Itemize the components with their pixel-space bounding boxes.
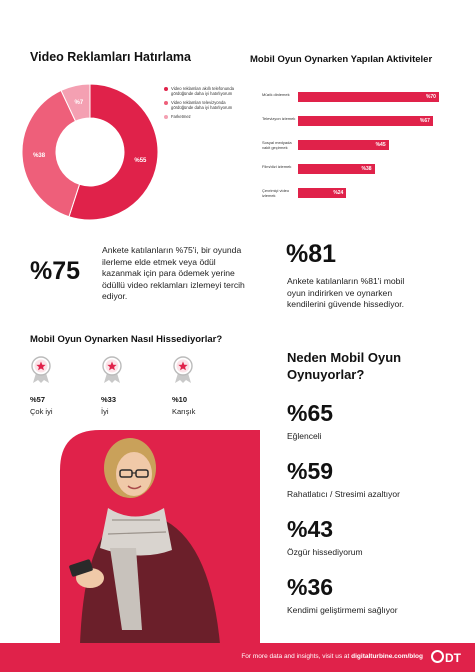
bar-value-label: %45 [375, 141, 386, 148]
dt-logo-text: DT [445, 651, 461, 665]
legend-label: Video reklamları televizyonda gördüğünde… [171, 100, 233, 110]
stat-75-text: Ankete katılanların %75'i, bir oyunda il… [102, 245, 245, 301]
feeling-label: Çok iyi [30, 407, 53, 416]
dt-logo-circle-icon [431, 650, 444, 663]
bar-category-label: Müzik dinlemek [262, 92, 290, 97]
reason-value: %65 [287, 400, 334, 426]
legend-entry: Video reklamları akıllı telefonunda görd… [164, 86, 240, 96]
reason-value: %59 [287, 458, 334, 484]
feeling-label: Karışık [172, 407, 196, 416]
legend-swatch [164, 101, 168, 105]
bar-category-label: Film/dizi izlemek [262, 164, 292, 169]
stat-75-value: %75 [30, 257, 81, 285]
legend-entry: Video reklamları televizyonda gördüğünde… [164, 100, 240, 110]
donut-chart: %55 %38 %7 [21, 83, 159, 221]
bar: %45 [298, 140, 389, 150]
footer-caption: For more data and insights, visit us at [241, 653, 352, 660]
reason-value: %43 [287, 516, 334, 542]
bar: %70 [298, 92, 439, 102]
award-badge-icon [173, 356, 193, 383]
bar-category-label: Sosyal medyada vakit geçirmek [262, 140, 292, 150]
bar-value-label: %70 [425, 93, 436, 100]
reason-value: %36 [287, 574, 334, 600]
reasons-title: Neden Mobil Oyun Oynuyorlar? [287, 350, 402, 382]
feeling-value: %57 [30, 395, 46, 404]
legend-label: Farketmez [171, 114, 191, 119]
dt-logo: DT [431, 650, 461, 665]
reason-label: Özgür hissediyorum [287, 547, 363, 557]
footer-link[interactable]: digitalturbine.com/blog [351, 653, 423, 660]
feelings-title: Mobil Oyun Oynarken Nasıl Hissediyorlar? [30, 334, 223, 345]
bar: %24 [298, 188, 347, 198]
bar-category-label: Çevrimiçi video izlemek [262, 188, 290, 198]
bar-value-label: %24 [333, 189, 344, 196]
bar-value-label: %67 [419, 117, 430, 124]
award-badge-icon [31, 356, 51, 383]
legend-label: Video reklamları akıllı telefonunda görd… [171, 86, 235, 96]
bar: %67 [298, 116, 433, 126]
feeling-item: %57 Çok iyi [30, 356, 100, 416]
woman-with-phone-illustration [60, 430, 260, 644]
award-badge-icon [102, 356, 122, 383]
feeling-label: İyi [101, 407, 109, 416]
stat-81-value: %81 [286, 240, 337, 268]
feeling-value: %10 [172, 395, 188, 404]
bar-row: Televizyon izlemek %67 [242, 116, 447, 138]
legend-swatch [164, 87, 168, 91]
feeling-value: %33 [101, 395, 117, 404]
pie-slice-label: %7 [75, 100, 84, 106]
stat-81-text: Ankete katılanların %81'i mobil oyun ind… [287, 276, 405, 309]
reason-label: Eğlenceli [287, 431, 322, 441]
bar-row: Çevrimiçi video izlemek %24 [242, 188, 447, 210]
legend-entry: Farketmez [164, 114, 240, 119]
pie-slice [60, 83, 91, 122]
feeling-item: %10 Karışık [172, 356, 242, 416]
footer-text: For more data and insights, visit us at … [241, 653, 423, 660]
bar-chart-title: Mobil Oyun Oynarken Yapılan Aktiviteler [250, 54, 433, 65]
bar-row: Müzik dinlemek %70 [242, 92, 447, 114]
pie-slice-label: %38 [33, 153, 46, 159]
bar-row: Film/dizi izlemek %38 [242, 164, 447, 186]
legend-swatch [164, 115, 168, 119]
pie-chart-title: Video Reklamları Hatırlama [30, 50, 191, 64]
bar-row: Sosyal medyada vakit geçirmek %45 [242, 140, 447, 162]
reason-label: Kendimi geliştirmemi sağlıyor [287, 605, 398, 615]
pie-slice-label: %55 [134, 158, 147, 164]
bar: %38 [298, 164, 375, 174]
feeling-item: %33 İyi [101, 356, 171, 416]
footer-bar: For more data and insights, visit us at … [0, 643, 475, 672]
pie-slice [21, 89, 81, 218]
bar-value-label: %38 [361, 165, 372, 172]
pie-legend: Video reklamları akıllı telefonunda görd… [164, 86, 240, 123]
reason-label: Rahatlatıcı / Stresimi azaltıyor [287, 489, 400, 499]
pie-slice [68, 83, 159, 221]
bar-category-label: Televizyon izlemek [262, 116, 296, 121]
